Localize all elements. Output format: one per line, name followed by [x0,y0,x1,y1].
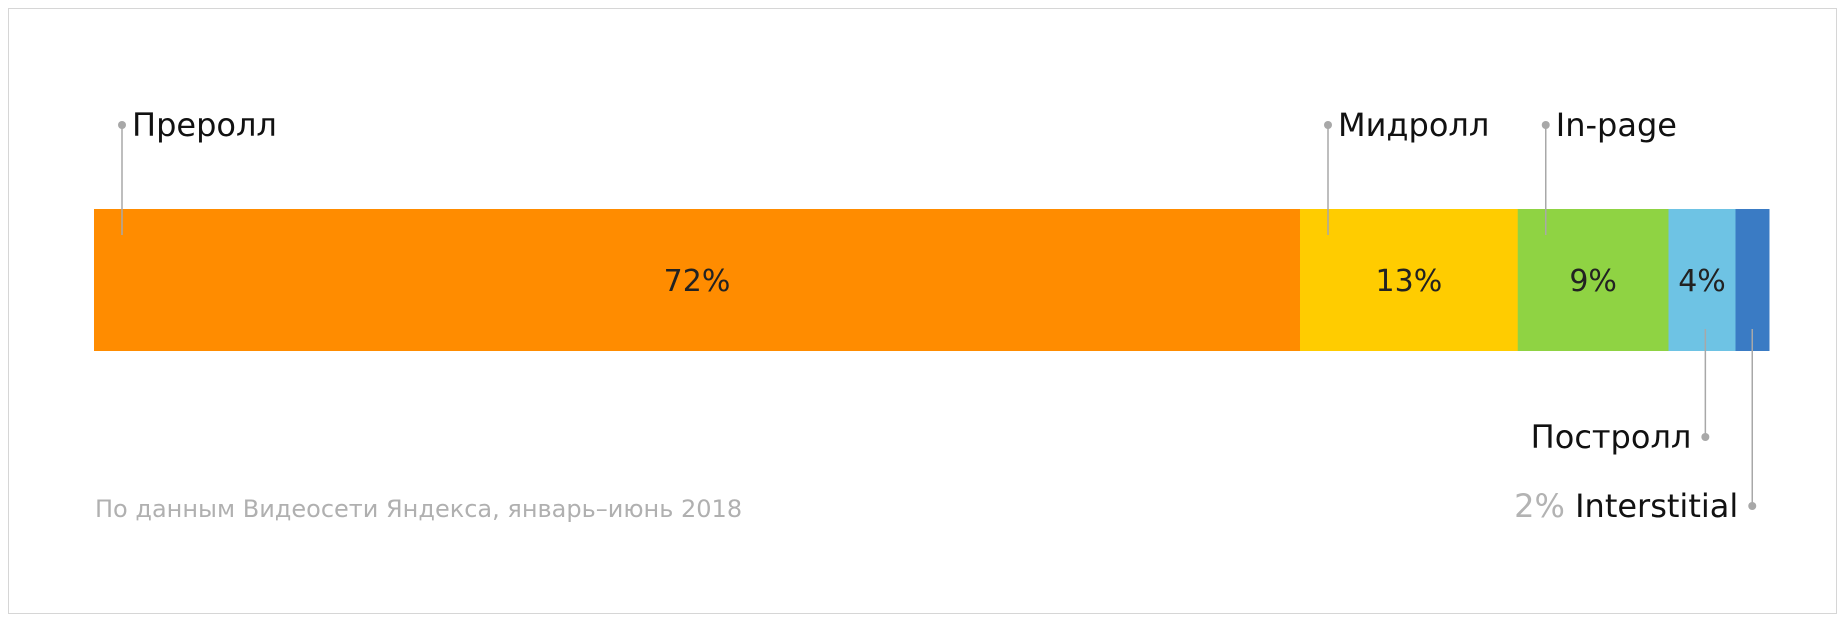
bar-segment-мидролл [1300,209,1519,351]
chart-labels: 72% 13% 9% 4% Преролл Мидролл In-page Постролл 2… [132,106,1738,525]
bar-segment-постролл [1668,209,1736,351]
bar-segment-преролл [94,209,1301,351]
source-note: По данным Видеосети Яндекса, январь–июнь… [95,495,742,523]
leader-dot-interstitial [1748,502,1757,510]
value-label-постролл: 4% [1678,264,1726,299]
stacked-bar-chart: 72% 13% 9% 4% Преролл Мидролл In-page Постролл 2… [94,106,1770,525]
bar-segment-in-page [1517,209,1669,351]
chart-frame: 72% 13% 9% 4% Преролл Мидролл In-page Постролл 2… [8,8,1837,614]
value-label-interstitial: 2% [1514,487,1575,525]
bar-segments [94,209,1770,351]
value-label-преролл: 72% [664,264,731,299]
category-label-преролл: Преролл [132,106,277,144]
value-label-in-page: 9% [1569,264,1617,299]
bar-segment-interstitial [1735,209,1770,351]
leader-lines [118,121,1757,510]
category-label-interstitial: 2% Interstitial [1514,487,1738,525]
category-label-мидролл: Мидролл [1338,106,1489,144]
category-name-interstitial: Interstitial [1575,487,1738,525]
category-label-in-page: In-page [1556,106,1677,144]
leader-dot-постролл [1701,433,1710,441]
value-label-мидролл: 13% [1376,264,1443,299]
category-label-постролл: Постролл [1531,418,1692,456]
